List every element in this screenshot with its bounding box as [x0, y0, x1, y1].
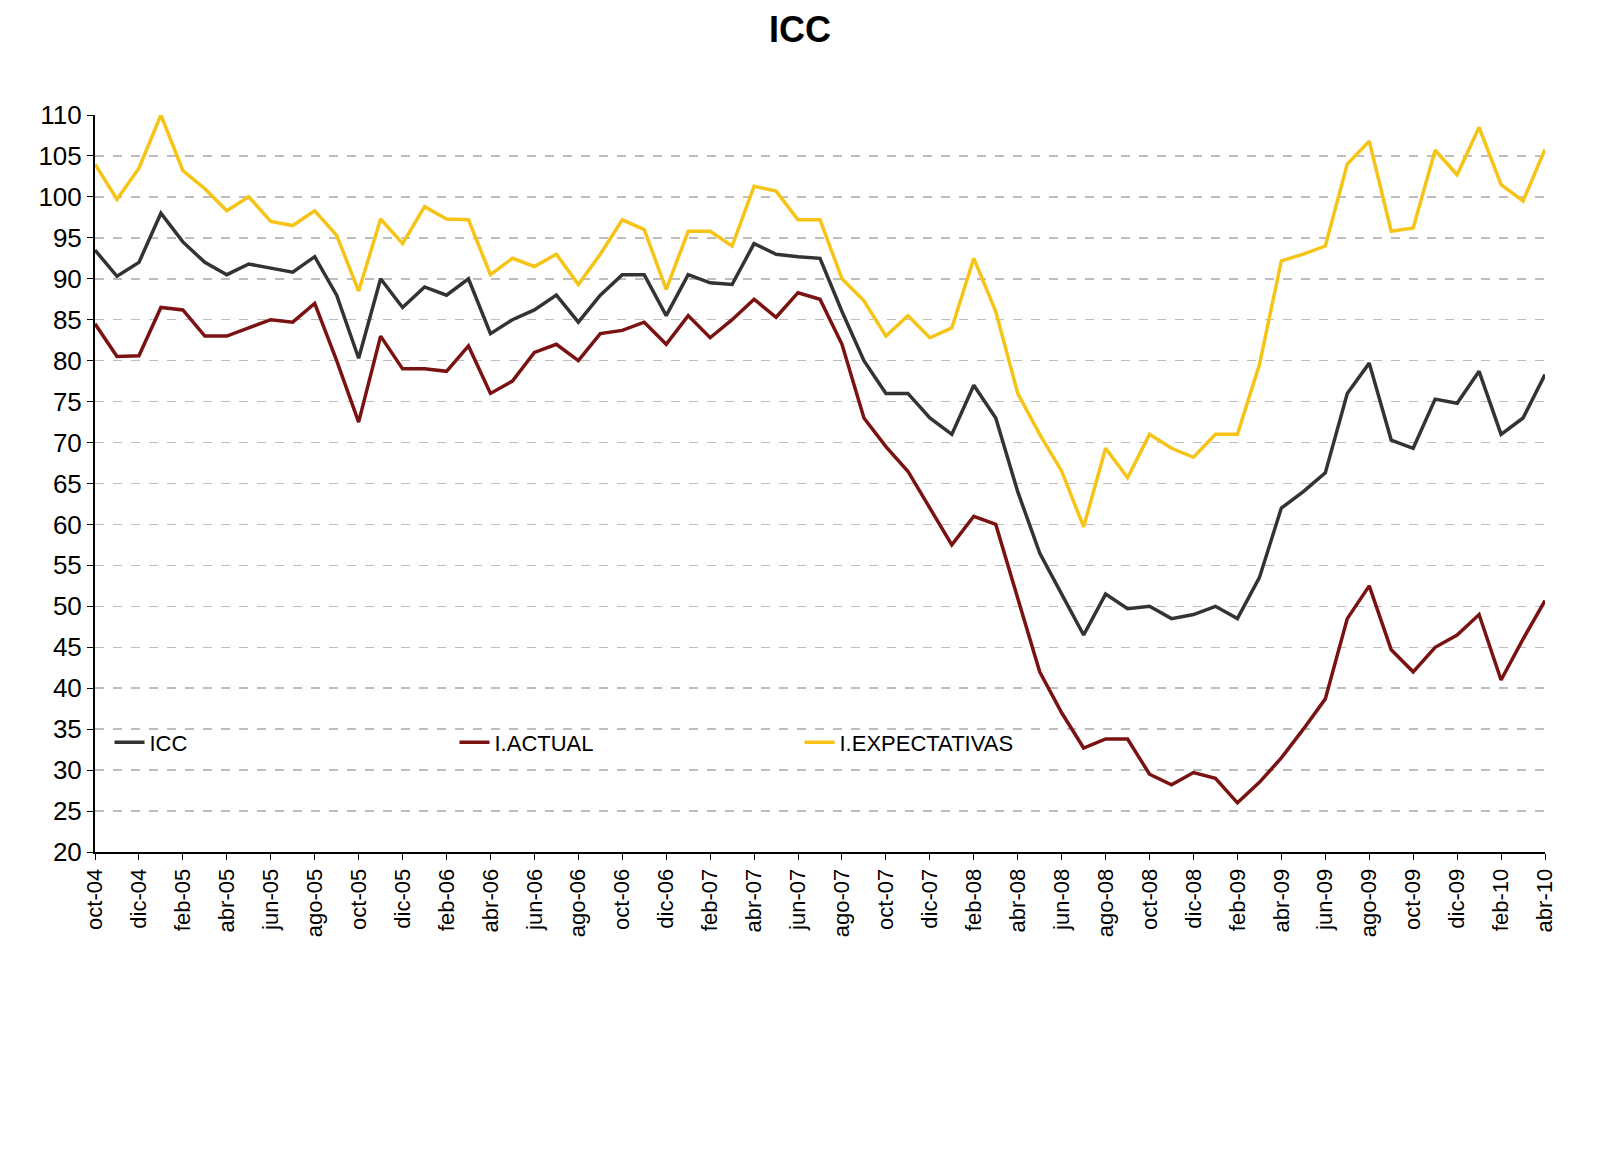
svg-text:dic-05: dic-05 — [390, 869, 415, 929]
svg-text:100: 100 — [38, 182, 81, 212]
svg-text:feb-10: feb-10 — [1488, 869, 1513, 931]
svg-text:feb-08: feb-08 — [961, 869, 986, 931]
svg-text:dic-06: dic-06 — [653, 869, 678, 929]
svg-text:95: 95 — [53, 223, 82, 253]
svg-text:oct-07: oct-07 — [873, 869, 898, 930]
svg-text:I.ACTUAL: I.ACTUAL — [495, 731, 594, 756]
svg-text:feb-07: feb-07 — [697, 869, 722, 931]
svg-text:jun-08: jun-08 — [1049, 869, 1074, 931]
svg-text:25: 25 — [53, 796, 82, 826]
svg-text:90: 90 — [53, 264, 82, 294]
svg-text:75: 75 — [53, 387, 82, 417]
svg-text:30: 30 — [53, 755, 82, 785]
svg-text:abr-05: abr-05 — [214, 869, 239, 933]
svg-text:dic-07: dic-07 — [917, 869, 942, 929]
svg-text:jun-05: jun-05 — [258, 869, 283, 931]
svg-text:abr-08: abr-08 — [1005, 869, 1030, 933]
svg-text:ago-09: ago-09 — [1356, 869, 1381, 938]
svg-text:oct-04: oct-04 — [82, 869, 107, 930]
svg-text:abr-10: abr-10 — [1532, 869, 1557, 933]
svg-text:80: 80 — [53, 346, 82, 376]
svg-text:abr-06: abr-06 — [478, 869, 503, 933]
svg-text:55: 55 — [53, 550, 82, 580]
svg-text:oct-08: oct-08 — [1137, 869, 1162, 930]
svg-text:abr-07: abr-07 — [741, 869, 766, 933]
svg-text:dic-04: dic-04 — [126, 869, 151, 929]
svg-text:70: 70 — [53, 428, 82, 458]
svg-text:oct-09: oct-09 — [1400, 869, 1425, 930]
svg-text:85: 85 — [53, 305, 82, 335]
svg-text:40: 40 — [53, 673, 82, 703]
svg-text:65: 65 — [53, 469, 82, 499]
svg-text:feb-06: feb-06 — [434, 869, 459, 931]
svg-text:45: 45 — [53, 632, 82, 662]
svg-text:I.EXPECTATIVAS: I.EXPECTATIVAS — [840, 731, 1014, 756]
svg-text:dic-08: dic-08 — [1181, 869, 1206, 929]
svg-text:oct-06: oct-06 — [609, 869, 634, 930]
svg-text:abr-09: abr-09 — [1269, 869, 1294, 933]
svg-text:ago-07: ago-07 — [829, 869, 854, 938]
svg-text:20: 20 — [53, 837, 82, 867]
svg-text:50: 50 — [53, 591, 82, 621]
svg-text:110: 110 — [40, 100, 81, 130]
svg-text:jun-07: jun-07 — [785, 869, 810, 931]
svg-text:105: 105 — [38, 141, 81, 171]
svg-text:feb-05: feb-05 — [170, 869, 195, 931]
svg-text:feb-09: feb-09 — [1225, 869, 1250, 931]
svg-text:ICC: ICC — [150, 731, 188, 756]
svg-text:ICC: ICC — [769, 9, 831, 50]
svg-text:dic-09: dic-09 — [1444, 869, 1469, 929]
svg-text:ago-06: ago-06 — [565, 869, 590, 938]
svg-text:ago-08: ago-08 — [1093, 869, 1118, 938]
svg-text:35: 35 — [53, 714, 82, 744]
svg-text:jun-06: jun-06 — [522, 869, 547, 931]
svg-text:ago-05: ago-05 — [302, 869, 327, 938]
svg-text:jun-09: jun-09 — [1312, 869, 1337, 931]
svg-text:60: 60 — [53, 510, 82, 540]
svg-text:oct-05: oct-05 — [346, 869, 371, 930]
